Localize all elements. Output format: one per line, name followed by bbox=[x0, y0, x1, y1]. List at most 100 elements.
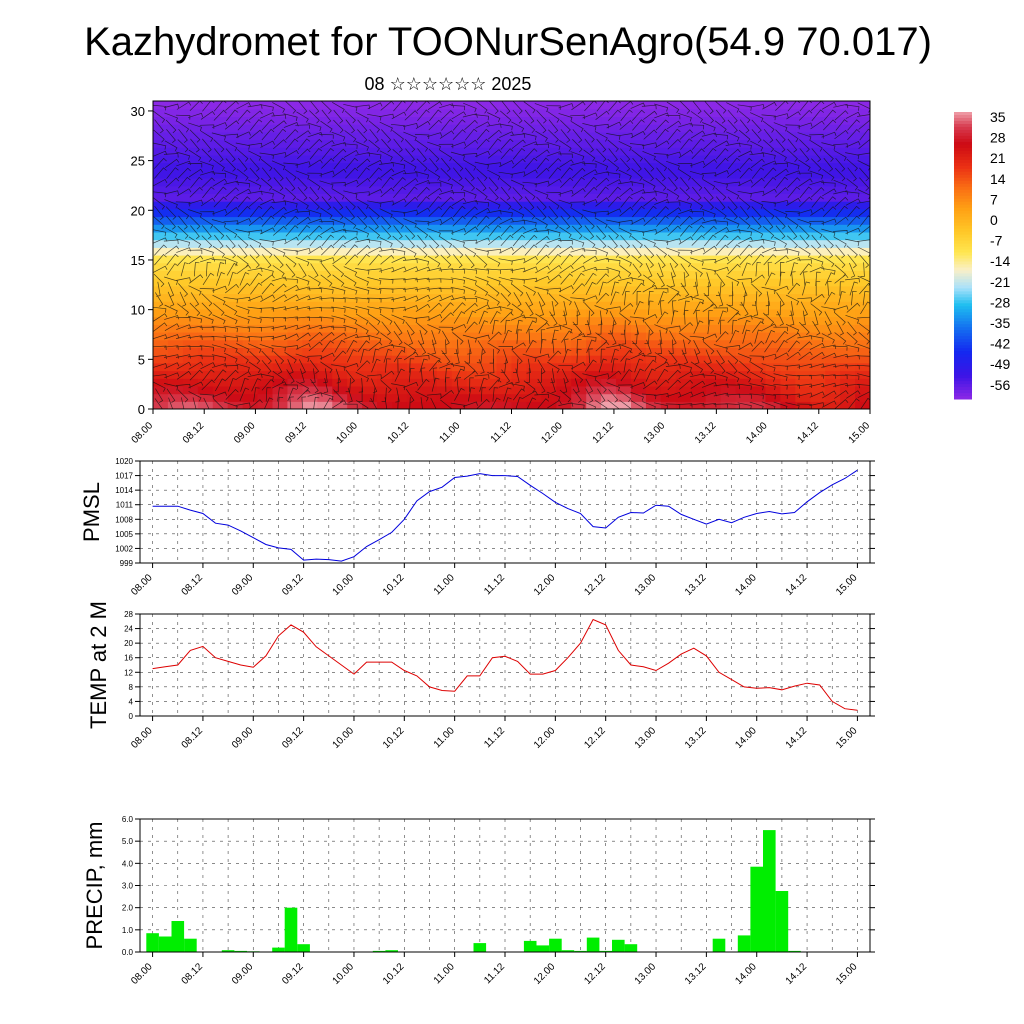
wind-barb bbox=[787, 186, 801, 199]
wind-barb bbox=[535, 235, 550, 245]
wind-barb bbox=[689, 211, 705, 216]
heatmap-cell bbox=[317, 139, 333, 148]
heatmap-cell bbox=[451, 401, 468, 409]
heatmap-cell bbox=[392, 124, 408, 133]
heatmap-cell bbox=[436, 370, 453, 379]
heatmap-cell bbox=[347, 216, 363, 225]
heatmap-cell bbox=[855, 370, 870, 379]
colorbar-segment bbox=[954, 213, 972, 218]
heatmap-cell bbox=[631, 362, 647, 372]
wind-barb bbox=[488, 379, 502, 391]
wind-barb bbox=[248, 361, 261, 374]
heatmap-cell bbox=[197, 278, 214, 287]
heatmap-cell bbox=[332, 293, 348, 302]
wind-barb bbox=[188, 381, 204, 389]
wind-barb bbox=[857, 246, 870, 258]
heatmap-cell bbox=[362, 124, 378, 133]
heatmap-cell bbox=[496, 401, 513, 409]
wind-barb bbox=[224, 352, 238, 363]
heatmap-cell bbox=[675, 154, 692, 164]
heatmap-cell bbox=[272, 131, 289, 141]
wind-barb bbox=[153, 334, 168, 340]
wind-barb bbox=[343, 306, 358, 314]
heatmap-cell bbox=[227, 301, 244, 310]
wind-barb bbox=[704, 101, 714, 115]
heatmap-cell bbox=[556, 301, 572, 310]
heatmap-cell bbox=[750, 355, 767, 364]
x-tick-label: 09.12 bbox=[280, 961, 306, 987]
colorbar-segment bbox=[954, 375, 972, 379]
heatmap-cell bbox=[855, 339, 870, 348]
heatmap-cell bbox=[750, 131, 767, 141]
colorbar-segment bbox=[954, 165, 972, 170]
wind-barb bbox=[636, 290, 642, 306]
heatmap-cell bbox=[272, 270, 289, 279]
wind-barb bbox=[488, 216, 502, 227]
wind-barb bbox=[619, 265, 632, 277]
wind-barb bbox=[762, 120, 775, 133]
wind-barb bbox=[762, 312, 775, 326]
wind-barb bbox=[476, 225, 490, 237]
heatmap-cell bbox=[167, 324, 184, 333]
wind-barb bbox=[570, 402, 585, 409]
wind-barb bbox=[750, 227, 764, 238]
wind-barb bbox=[463, 246, 477, 258]
heatmap-cell bbox=[466, 139, 483, 148]
heatmap-cell bbox=[481, 324, 498, 333]
wind-barb bbox=[749, 198, 764, 209]
heatmap-cell bbox=[765, 247, 781, 256]
heatmap-cell bbox=[406, 131, 423, 141]
wind-barb bbox=[319, 257, 335, 263]
heatmap-cell bbox=[377, 278, 393, 287]
heatmap-cell bbox=[735, 293, 752, 302]
y-axis-label: PMSL bbox=[79, 482, 104, 542]
heatmap-cell bbox=[616, 393, 632, 402]
wind-barb bbox=[498, 276, 513, 285]
heatmap-cell bbox=[675, 139, 692, 148]
wind-barb bbox=[631, 149, 643, 162]
wind-barb bbox=[787, 282, 801, 295]
wind-barb bbox=[345, 244, 359, 256]
wind-barb bbox=[680, 282, 690, 297]
wind-barb bbox=[308, 275, 321, 287]
heatmap-cell bbox=[720, 362, 737, 372]
heatmap-cell bbox=[511, 193, 528, 202]
heatmap-cell bbox=[317, 170, 333, 179]
wind-barb bbox=[259, 190, 274, 198]
wind-barb bbox=[774, 187, 789, 198]
heatmap-cell bbox=[645, 116, 662, 125]
heatmap-cell bbox=[182, 193, 199, 202]
wind-barb bbox=[224, 283, 239, 294]
wind-barb bbox=[765, 291, 771, 307]
heatmap-cell bbox=[541, 116, 557, 125]
heatmap-cell bbox=[690, 201, 707, 210]
heatmap-cell bbox=[645, 293, 662, 302]
heatmap-cell bbox=[496, 270, 513, 279]
heatmap-cell bbox=[451, 185, 468, 194]
wind-barb bbox=[319, 325, 335, 330]
wind-barb bbox=[427, 141, 441, 151]
wind-barb bbox=[452, 332, 464, 345]
wind-barb bbox=[798, 178, 813, 187]
heatmap-cell bbox=[257, 270, 274, 279]
precip-bar bbox=[624, 944, 638, 952]
heatmap-cell bbox=[182, 393, 199, 402]
heatmap-cell bbox=[616, 101, 632, 110]
wind-barb bbox=[785, 211, 800, 217]
heatmap-cell bbox=[511, 239, 528, 248]
wind-barb bbox=[718, 310, 727, 325]
heatmap-cell bbox=[541, 308, 557, 318]
heatmap-cell bbox=[810, 355, 826, 364]
heatmap-cell bbox=[645, 124, 662, 133]
wind-barb bbox=[155, 388, 164, 403]
colorbar-segment bbox=[954, 381, 972, 385]
heatmap-cell bbox=[541, 124, 557, 133]
heatmap-cell bbox=[631, 201, 647, 210]
wind-barb bbox=[713, 133, 728, 140]
wind-barb bbox=[786, 197, 801, 206]
wind-barb bbox=[343, 103, 358, 112]
heatmap-cell bbox=[302, 370, 318, 379]
heatmap-cell bbox=[377, 339, 393, 348]
wind-barb bbox=[237, 119, 251, 131]
colorbar-label: -21 bbox=[990, 274, 1010, 290]
